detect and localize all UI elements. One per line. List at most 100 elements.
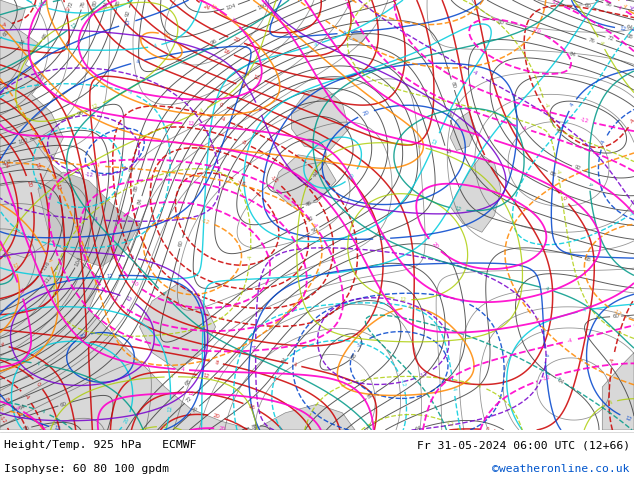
Polygon shape <box>273 155 336 206</box>
Text: 4: 4 <box>169 374 173 379</box>
Text: 16: 16 <box>247 403 256 411</box>
Text: 80: 80 <box>91 0 98 7</box>
Text: 92: 92 <box>128 164 135 172</box>
Text: 4: 4 <box>256 106 262 111</box>
Text: 68: 68 <box>626 33 634 40</box>
Text: 84: 84 <box>280 356 288 365</box>
Text: 4: 4 <box>621 3 626 9</box>
Text: 20: 20 <box>430 241 439 249</box>
Text: 20: 20 <box>232 37 240 44</box>
Text: 0: 0 <box>218 102 223 108</box>
Text: 88: 88 <box>115 0 122 7</box>
Text: 64: 64 <box>18 403 26 411</box>
Text: 4: 4 <box>165 138 170 144</box>
Text: 88: 88 <box>350 352 358 360</box>
Text: 12: 12 <box>432 137 439 145</box>
Text: Isophyse: 60 80 100 gpdm: Isophyse: 60 80 100 gpdm <box>4 464 169 474</box>
Text: 12: 12 <box>36 2 44 9</box>
Text: -4: -4 <box>554 375 561 383</box>
Text: 96: 96 <box>210 38 219 46</box>
Polygon shape <box>450 155 501 232</box>
Text: 16: 16 <box>222 48 230 55</box>
Text: -12: -12 <box>612 308 622 317</box>
Text: 64: 64 <box>415 425 423 432</box>
Text: 12: 12 <box>55 183 61 191</box>
Text: -4: -4 <box>610 356 616 363</box>
Text: 4: 4 <box>181 367 184 372</box>
Text: -12: -12 <box>579 117 590 124</box>
Text: 92: 92 <box>125 9 131 17</box>
Text: 4: 4 <box>587 182 592 186</box>
Text: 48: 48 <box>304 200 313 208</box>
Text: -4: -4 <box>567 338 574 344</box>
Text: 20: 20 <box>162 32 171 40</box>
Text: 20: 20 <box>25 180 32 188</box>
Text: 64: 64 <box>625 24 633 31</box>
Text: ©weatheronline.co.uk: ©weatheronline.co.uk <box>493 464 630 474</box>
Text: 88: 88 <box>133 184 139 193</box>
Text: 4: 4 <box>129 255 134 260</box>
Text: 4: 4 <box>153 43 157 49</box>
Text: 12: 12 <box>123 20 131 27</box>
Text: 44: 44 <box>312 171 320 179</box>
Text: 112: 112 <box>43 273 53 285</box>
Text: -4: -4 <box>532 316 539 323</box>
Text: Fr 31-05-2024 06:00 UTC (12+66): Fr 31-05-2024 06:00 UTC (12+66) <box>417 440 630 450</box>
Polygon shape <box>0 129 63 258</box>
Text: 4: 4 <box>316 272 320 277</box>
Text: 4: 4 <box>160 291 166 296</box>
Text: 84: 84 <box>137 197 144 205</box>
Text: -4: -4 <box>1 22 7 27</box>
Text: -12: -12 <box>269 175 279 185</box>
Text: 84: 84 <box>569 51 576 58</box>
Text: 8: 8 <box>214 360 219 365</box>
Text: 12: 12 <box>619 26 627 32</box>
Text: 12: 12 <box>124 295 133 303</box>
Text: 116: 116 <box>41 260 51 272</box>
Text: 16: 16 <box>34 161 41 170</box>
Text: -12: -12 <box>84 172 94 178</box>
Text: 12: 12 <box>107 273 114 279</box>
Text: 80: 80 <box>450 81 456 89</box>
Text: 4: 4 <box>46 258 52 263</box>
Text: 12: 12 <box>41 0 48 7</box>
Text: -12: -12 <box>550 0 560 7</box>
Text: 68: 68 <box>184 378 192 387</box>
Polygon shape <box>450 112 476 150</box>
Text: -4: -4 <box>253 344 258 349</box>
Text: -12: -12 <box>200 218 210 225</box>
Text: -12: -12 <box>541 374 551 382</box>
Text: 8: 8 <box>65 169 71 173</box>
Text: 4: 4 <box>542 353 548 357</box>
Text: -4: -4 <box>451 385 456 392</box>
Text: 4: 4 <box>417 144 421 149</box>
Text: 100: 100 <box>17 137 29 145</box>
Text: 4: 4 <box>598 40 604 46</box>
Text: 12: 12 <box>187 122 195 127</box>
Text: -20: -20 <box>531 27 541 35</box>
Text: 24: 24 <box>202 3 211 11</box>
Text: 4: 4 <box>136 59 140 65</box>
Text: -4: -4 <box>555 168 560 174</box>
Text: -12: -12 <box>108 294 119 304</box>
Text: 20: 20 <box>229 17 238 25</box>
Text: 0: 0 <box>486 427 489 432</box>
Text: 104: 104 <box>225 3 237 11</box>
Text: -4: -4 <box>39 409 46 415</box>
Text: 20: 20 <box>362 110 370 117</box>
Polygon shape <box>254 404 355 430</box>
Text: 76: 76 <box>191 406 199 414</box>
Text: -4: -4 <box>0 407 5 413</box>
Text: 12: 12 <box>167 405 172 412</box>
Text: 12: 12 <box>399 296 406 302</box>
Text: -4: -4 <box>94 163 100 169</box>
Text: -4: -4 <box>126 90 133 96</box>
Text: 72: 72 <box>443 147 450 155</box>
Text: 60: 60 <box>2 29 11 38</box>
Text: -8: -8 <box>3 396 11 404</box>
Text: -12: -12 <box>444 419 455 428</box>
Text: 88: 88 <box>548 170 557 178</box>
Text: 96: 96 <box>553 126 562 135</box>
Text: 76: 76 <box>445 111 452 119</box>
Text: 4: 4 <box>582 308 586 314</box>
